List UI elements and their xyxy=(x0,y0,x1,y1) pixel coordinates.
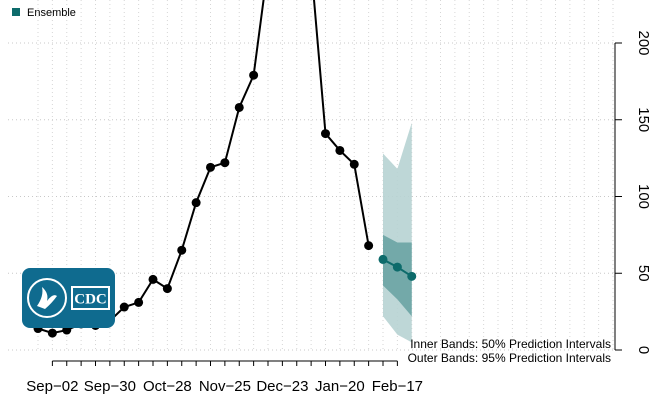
forecast-median-point xyxy=(378,254,388,264)
x-tick-label: Sep−02 xyxy=(26,378,78,395)
hhs-eagle-icon xyxy=(37,287,57,309)
annotation-outer-bands: Outer Bands: 95% Prediction Intervals xyxy=(408,351,611,365)
observed-point xyxy=(234,102,244,112)
observed-point xyxy=(47,328,57,338)
observed-point xyxy=(119,302,129,312)
x-tick-label: Dec−23 xyxy=(256,378,308,395)
observed-point xyxy=(349,159,359,169)
observed-point xyxy=(335,145,345,155)
observed-point xyxy=(191,198,201,208)
x-tick-label: Feb−17 xyxy=(372,378,423,395)
annotation-inner-bands: Inner Bands: 50% Prediction Intervals xyxy=(410,337,611,351)
prediction-bands xyxy=(383,122,412,343)
observed-point xyxy=(220,158,230,168)
y-tick-label: 200 xyxy=(635,30,652,55)
legend: Ensemble xyxy=(12,7,76,19)
observed-point xyxy=(148,274,158,284)
x-tick-label: Jan−20 xyxy=(315,378,365,395)
x-tick-label: Sep−30 xyxy=(84,378,136,395)
y-tick-label: 150 xyxy=(635,107,652,132)
band-notes: Inner Bands: 50% Prediction Intervals Ou… xyxy=(408,337,611,365)
observed-point xyxy=(364,241,374,251)
forecast-median-point xyxy=(392,262,402,272)
observed-point xyxy=(162,284,172,294)
observed-point xyxy=(321,129,330,139)
x-axis: Sep−02 Sep−30 Oct−28 Nov−25 Dec−23 Jan−20 Feb−… xyxy=(26,360,423,395)
observed-point xyxy=(177,245,187,255)
cdc-logo-text: CDC xyxy=(74,292,107,308)
hhs-seal-icon xyxy=(27,278,67,318)
observed-point xyxy=(206,162,215,172)
cdc-badge xyxy=(71,286,110,310)
y-tick-label: 100 xyxy=(635,184,652,209)
x-tick-label: Oct−28 xyxy=(143,378,192,395)
cdc-logo: CDC xyxy=(22,268,115,328)
y-tick-label: 50 xyxy=(635,265,652,282)
y-tick-label: 0 xyxy=(635,346,652,354)
y-axis: 0 50 100 150 200 xyxy=(614,30,652,354)
forecast-median-point xyxy=(407,271,417,281)
cdc-logo-background xyxy=(22,268,115,328)
legend-swatch-ensemble xyxy=(12,8,20,16)
forecast-series xyxy=(378,254,417,281)
grid xyxy=(8,0,615,352)
observed-point xyxy=(249,70,259,80)
legend-label-ensemble: Ensemble xyxy=(27,7,76,19)
observed-point xyxy=(134,297,144,307)
x-tick-label: Nov−25 xyxy=(199,378,251,395)
band-50 xyxy=(383,234,412,317)
